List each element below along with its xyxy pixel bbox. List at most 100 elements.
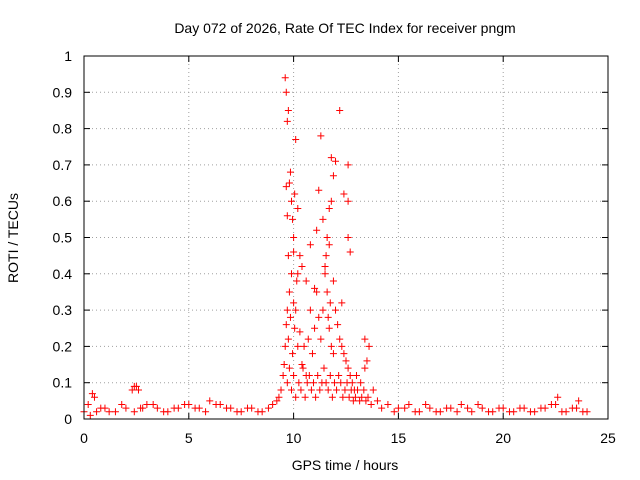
data-point: [311, 284, 319, 292]
data-point: [547, 400, 555, 408]
data-point: [334, 321, 342, 329]
data-point: [338, 299, 346, 307]
data-point: [468, 408, 476, 416]
data-point: [568, 404, 576, 412]
data-point: [315, 313, 323, 321]
data-point: [312, 393, 320, 401]
data-point: [289, 215, 297, 223]
data-point: [301, 393, 309, 401]
data-point: [317, 335, 325, 343]
data-point: [86, 411, 94, 419]
data-point: [313, 226, 321, 234]
data-point: [343, 379, 351, 387]
data-point: [285, 364, 293, 372]
data-point: [330, 379, 338, 387]
data-point: [290, 371, 298, 379]
data-point: [338, 342, 346, 350]
data-point: [277, 386, 285, 394]
data-point: [344, 161, 352, 169]
data-point: [212, 400, 220, 408]
x-tick-label: 10: [286, 430, 302, 446]
data-point: [122, 404, 130, 412]
data-point: [283, 117, 291, 125]
data-point: [329, 277, 337, 285]
data-point: [328, 393, 336, 401]
data-point: [283, 212, 291, 220]
data-point: [339, 393, 347, 401]
data-point: [206, 397, 214, 405]
data-point: [118, 400, 126, 408]
data-point: [337, 379, 345, 387]
grid: [84, 56, 608, 419]
data-point: [284, 335, 292, 343]
data-point: [332, 306, 340, 314]
data-point: [344, 364, 352, 372]
data-point: [558, 408, 566, 416]
data-point: [233, 408, 241, 416]
data-point: [367, 400, 375, 408]
data-point: [349, 397, 357, 405]
data-point: [332, 157, 340, 165]
y-tick-label: 0.9: [53, 84, 73, 100]
data-point: [321, 270, 329, 278]
data-point: [426, 404, 434, 412]
data-point: [130, 382, 138, 390]
data-point: [281, 74, 289, 82]
x-tick-label: 25: [600, 430, 616, 446]
data-point: [526, 408, 534, 416]
data-point: [308, 350, 316, 358]
data-point: [139, 404, 147, 412]
data-point: [378, 404, 386, 412]
data-point: [286, 313, 294, 321]
data-point: [325, 241, 333, 249]
data-point: [365, 342, 373, 350]
data-point: [275, 393, 283, 401]
data-point: [474, 400, 482, 408]
data-point: [306, 241, 314, 249]
data-point: [293, 277, 301, 285]
data-point: [281, 342, 289, 350]
data-point: [283, 379, 291, 387]
data-point: [453, 408, 461, 416]
data-point: [310, 379, 318, 387]
data-point: [327, 154, 335, 162]
data-point: [283, 306, 291, 314]
y-tick-label: 1: [64, 48, 72, 64]
data-point: [303, 379, 311, 387]
y-tick-label: 0.3: [53, 302, 73, 318]
data-point: [351, 393, 359, 401]
data-point: [341, 386, 349, 394]
data-point: [411, 408, 419, 416]
data-point: [294, 342, 302, 350]
data-point: [315, 186, 323, 194]
data-point: [364, 393, 372, 401]
data-points: [80, 74, 591, 419]
y-tick-label: 0.1: [53, 375, 73, 391]
chart-title: Day 072 of 2026, Rate Of TEC Index for r…: [174, 20, 515, 36]
y-tick-label: 0.2: [53, 338, 73, 354]
data-point: [143, 400, 151, 408]
data-point: [317, 132, 325, 140]
data-point: [280, 361, 288, 369]
data-point: [288, 270, 296, 278]
x-tick-label: 15: [391, 430, 407, 446]
data-point: [269, 400, 277, 408]
data-point: [579, 408, 587, 416]
data-point: [443, 404, 451, 412]
data-point: [325, 324, 333, 332]
data-point: [273, 397, 281, 405]
x-axis-label: GPS time / hours: [292, 457, 399, 473]
data-point: [292, 306, 300, 314]
data-point: [296, 252, 304, 260]
data-point: [363, 357, 371, 365]
data-point: [324, 313, 332, 321]
data-point: [369, 386, 377, 394]
data-point: [314, 371, 322, 379]
data-point: [254, 408, 262, 416]
data-point: [340, 190, 348, 198]
data-point: [292, 135, 300, 143]
data-point: [516, 404, 524, 412]
data-point: [322, 252, 330, 260]
data-point: [288, 197, 296, 205]
